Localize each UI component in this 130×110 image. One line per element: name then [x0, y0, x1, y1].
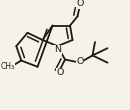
- Text: O: O: [76, 57, 84, 66]
- Text: N: N: [54, 45, 61, 54]
- Text: O: O: [56, 68, 64, 77]
- Text: O: O: [76, 0, 84, 8]
- Text: CH₃: CH₃: [1, 62, 15, 71]
